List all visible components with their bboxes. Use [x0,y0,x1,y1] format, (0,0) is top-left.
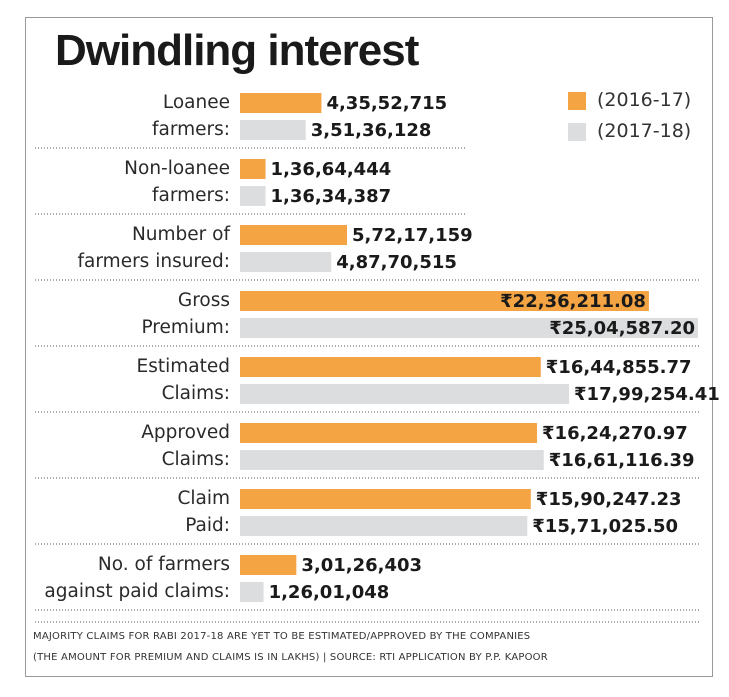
bar-2017-18 [240,384,570,404]
bar-2017-18 [240,582,264,602]
bar-2017-18 [240,252,332,272]
bar-2017-18 [240,516,528,536]
value-label: 1,26,01,048 [269,582,390,603]
value-label: ₹22,36,211.08 [500,291,646,312]
category-label: farmers insured: [78,251,230,272]
category-label: against paid claims: [44,581,230,602]
value-label: ₹16,24,270.97 [542,423,688,444]
legend-swatch-2016-17 [568,92,586,110]
value-label: ₹25,04,587.20 [549,318,695,339]
bar-2016-17 [240,159,266,179]
bar-2016-17 [240,291,649,311]
category-label: Loanee [163,92,230,113]
legend-label-2016-17: (2016-17) [597,89,692,111]
value-label: 1,36,34,387 [270,186,391,207]
legend-label-2017-18: (2017-18) [597,120,692,142]
category-label: Premium: [141,317,230,338]
category-label: Claim [177,488,230,509]
bar-2016-17 [240,225,347,245]
category-label: Claims: [162,383,230,404]
category-label: Gross [178,290,230,311]
category-label: farmers: [152,185,230,206]
category-label: Non-loanee [124,158,230,179]
category-label: No. of farmers [98,554,230,575]
bar-2017-18 [240,450,544,470]
value-label: 4,35,52,715 [326,93,447,114]
bar-2016-17 [240,555,297,575]
value-label: ₹15,90,247.23 [536,489,682,510]
value-label: ₹16,61,116.39 [549,450,695,471]
category-label: Paid: [185,515,230,536]
value-label: ₹16,44,855.77 [546,357,692,378]
bar-2016-17 [240,357,541,377]
chart-frame [25,17,713,677]
value-label: 1,36,64,444 [271,159,392,180]
bar-2016-17 [240,489,531,509]
category-label: Estimated [137,356,230,377]
value-label: 3,51,36,128 [311,120,432,141]
category-label: Approved [141,422,230,443]
value-label: 3,01,26,403 [301,555,422,576]
bar-2017-18 [240,318,698,338]
footnote-line-1: MAJORITY CLAIMS FOR RABI 2017-18 ARE YET… [33,631,531,642]
bar-2016-17 [240,93,322,113]
bar-2016-17 [240,423,538,443]
category-label: farmers: [152,119,230,140]
category-label: Number of [132,224,231,245]
value-label: 5,72,17,159 [352,225,473,246]
value-label: 4,87,70,515 [336,252,457,273]
legend-swatch-2017-18 [568,123,586,141]
value-label: ₹17,99,254.41 [574,384,720,405]
value-label: ₹15,71,025.50 [532,516,678,537]
bar-2017-18 [240,120,306,140]
chart-title: Dwindling interest [55,26,419,75]
category-label: Claims: [162,449,230,470]
footnote-line-2: (THE AMOUNT FOR PREMIUM AND CLAIMS IS IN… [33,652,548,663]
bar-2017-18 [240,186,266,206]
